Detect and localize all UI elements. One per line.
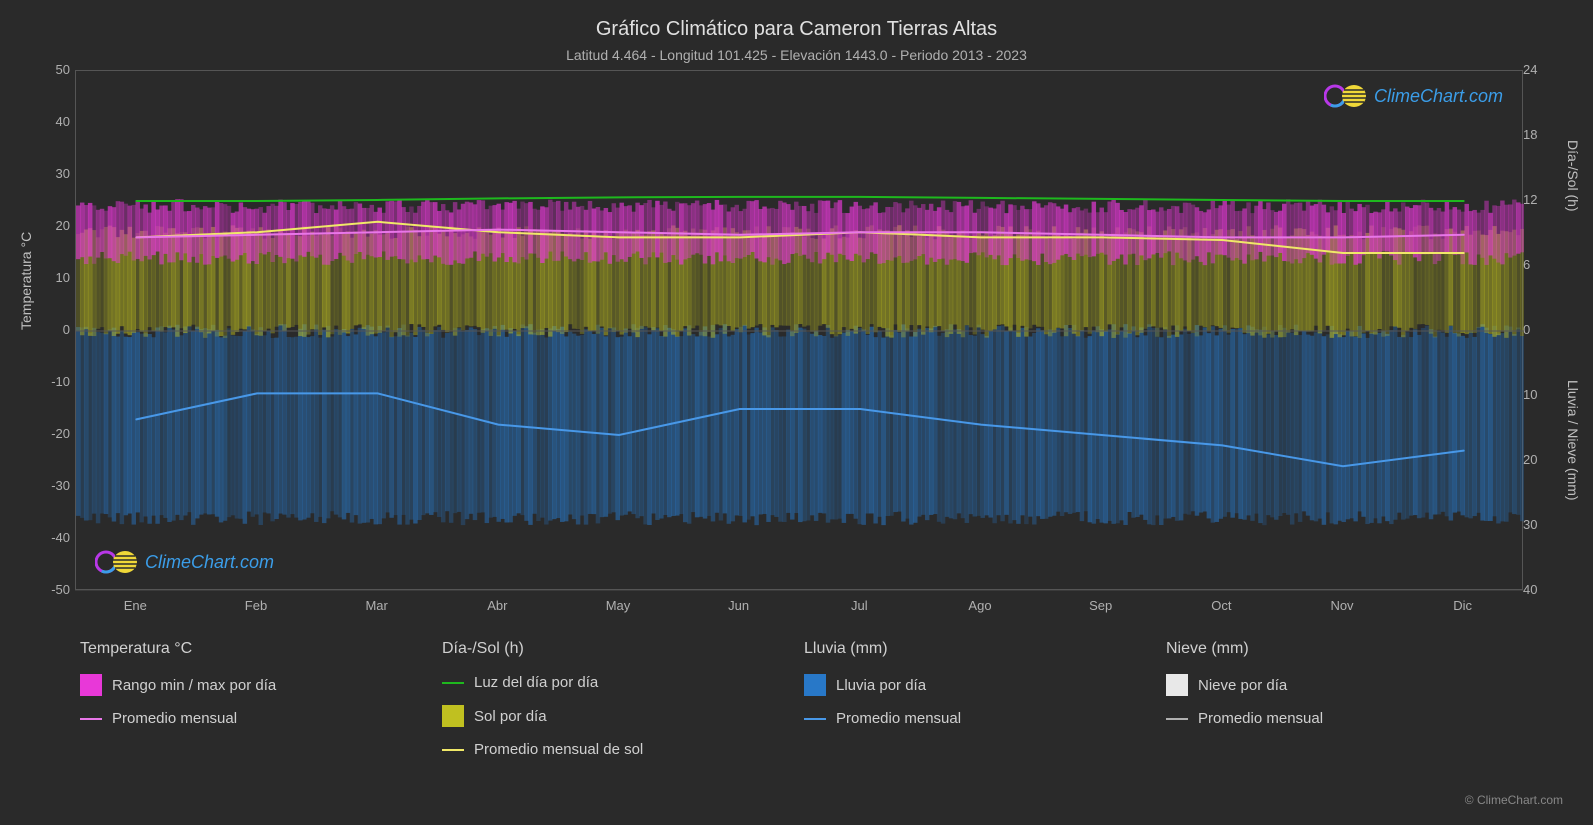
tick-month: Mar — [365, 598, 387, 613]
y-axis-right-top-label: Día-/Sol (h) — [1565, 140, 1581, 212]
legend-label: Nieve por día — [1198, 677, 1287, 694]
legend-swatch — [442, 705, 464, 727]
chart-title: Gráfico Climático para Cameron Tierras A… — [0, 0, 1593, 41]
tick-right: 30 — [1523, 517, 1553, 532]
legend-label: Promedio mensual de sol — [474, 741, 643, 758]
tick-left: 20 — [40, 218, 70, 233]
legend-swatch — [804, 718, 826, 720]
tick-month: Oct — [1211, 598, 1231, 613]
legend-label: Lluvia por día — [836, 677, 926, 694]
legend-column: Temperatura °C Rango min / max por día Pro… — [80, 640, 442, 772]
tick-left: -50 — [40, 582, 70, 597]
tick-right: 40 — [1523, 582, 1553, 597]
legend-item: Promedio mensual de sol — [442, 741, 804, 758]
legend-header: Nieve (mm) — [1166, 640, 1528, 658]
legend-header: Lluvia (mm) — [804, 640, 1166, 658]
legend-item: Promedio mensual — [1166, 710, 1528, 727]
legend-swatch — [80, 718, 102, 720]
watermark-text: ClimeChart.com — [145, 552, 274, 573]
tick-right: 10 — [1523, 387, 1553, 402]
legend-column: Día-/Sol (h) Luz del día por día Sol por d… — [442, 640, 804, 772]
tick-left: -40 — [40, 530, 70, 545]
watermark-text: ClimeChart.com — [1374, 86, 1503, 107]
tick-right: 6 — [1523, 257, 1553, 272]
tick-month: Nov — [1330, 598, 1353, 613]
y-axis-right-bottom-label: Lluvia / Nieve (mm) — [1565, 380, 1581, 501]
legend-item: Nieve por día — [1166, 674, 1528, 696]
tick-left: -20 — [40, 426, 70, 441]
legend-label: Sol por día — [474, 708, 547, 725]
tick-left: -30 — [40, 478, 70, 493]
legend-swatch — [1166, 674, 1188, 696]
copyright: © ClimeChart.com — [1465, 793, 1563, 807]
legend-item: Promedio mensual — [804, 710, 1166, 727]
tick-month: Jun — [728, 598, 749, 613]
legend-item: Lluvia por día — [804, 674, 1166, 696]
tick-month: Jul — [851, 598, 868, 613]
tick-month: Feb — [245, 598, 267, 613]
tick-left: 40 — [40, 114, 70, 129]
tick-right: 12 — [1523, 192, 1553, 207]
legend-header: Día-/Sol (h) — [442, 640, 804, 658]
legend-label: Rango min / max por día — [112, 677, 276, 694]
tick-month: Ago — [968, 598, 991, 613]
tick-month: Abr — [487, 598, 507, 613]
legend-item: Rango min / max por día — [80, 674, 442, 696]
legend-item: Promedio mensual — [80, 710, 442, 727]
legend: Temperatura °C Rango min / max por día Pro… — [80, 640, 1528, 772]
legend-column: Lluvia (mm) Lluvia por día Promedio mensua… — [804, 640, 1166, 772]
tick-month: Dic — [1453, 598, 1472, 613]
legend-swatch — [80, 674, 102, 696]
tick-month: Sep — [1089, 598, 1112, 613]
plot-svg — [76, 71, 1524, 591]
tick-month: Ene — [124, 598, 147, 613]
legend-swatch — [1166, 718, 1188, 720]
y-axis-left-label: Temperatura °C — [18, 232, 34, 330]
tick-right: 18 — [1523, 127, 1553, 142]
watermark-logo-icon — [1324, 82, 1368, 110]
watermark-top: ClimeChart.com — [1324, 82, 1503, 110]
legend-column: Nieve (mm) Nieve por día Promedio mensual — [1166, 640, 1528, 772]
tick-left: 30 — [40, 166, 70, 181]
tick-right: 20 — [1523, 452, 1553, 467]
legend-swatch — [442, 682, 464, 684]
tick-left: 10 — [40, 270, 70, 285]
legend-label: Promedio mensual — [1198, 710, 1323, 727]
legend-header: Temperatura °C — [80, 640, 442, 658]
tick-left: 0 — [40, 322, 70, 337]
tick-left: -10 — [40, 374, 70, 389]
legend-item: Luz del día por día — [442, 674, 804, 691]
tick-left: 50 — [40, 62, 70, 77]
legend-swatch — [804, 674, 826, 696]
tick-right: 0 — [1523, 322, 1553, 337]
watermark-logo-icon — [95, 548, 139, 576]
chart-subtitle: Latitud 4.464 - Longitud 101.425 - Eleva… — [0, 41, 1593, 63]
plot-area: ClimeChart.com ClimeChart.com — [75, 70, 1523, 590]
legend-label: Luz del día por día — [474, 674, 598, 691]
legend-label: Promedio mensual — [836, 710, 961, 727]
tick-right: 24 — [1523, 62, 1553, 77]
watermark-bottom: ClimeChart.com — [95, 548, 274, 576]
tick-month: May — [606, 598, 631, 613]
plot-background — [75, 70, 1523, 590]
legend-swatch — [442, 749, 464, 751]
legend-label: Promedio mensual — [112, 710, 237, 727]
legend-item: Sol por día — [442, 705, 804, 727]
